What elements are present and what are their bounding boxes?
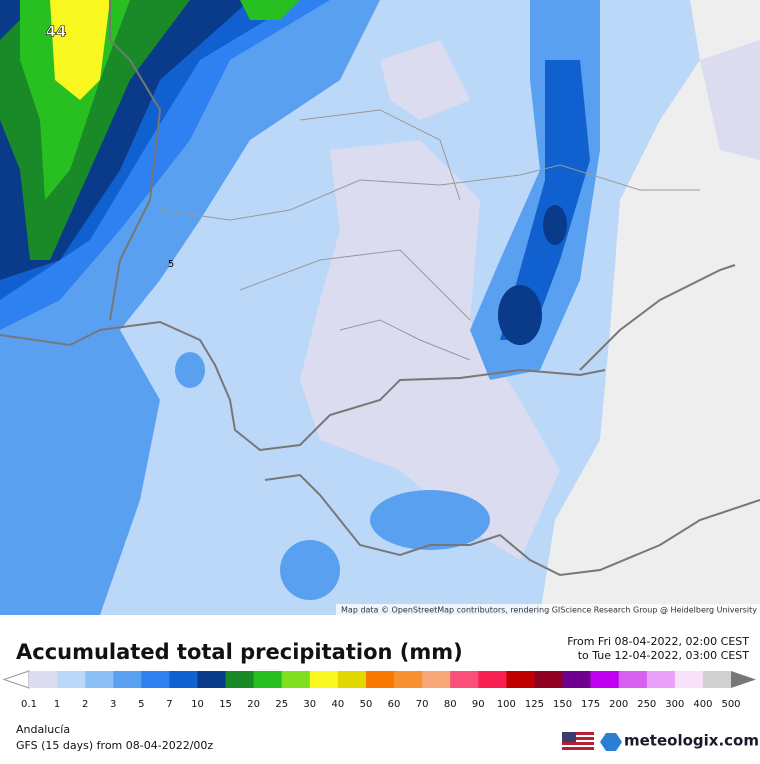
- legend-swatch: [534, 671, 564, 688]
- legend-swatch: [281, 671, 311, 688]
- legend-swatch: [141, 671, 170, 688]
- legend-label: 10: [191, 699, 204, 710]
- legend-swatch: [618, 671, 648, 688]
- legend-swatch: [365, 671, 395, 688]
- legend-swatch: [57, 671, 86, 688]
- legend-label: 25: [275, 699, 288, 710]
- legend-label: 50: [360, 699, 373, 710]
- legend: 0.1 1 2 3 5 7 10 15 20 25 30 40 50 60 70 80 90 100 125 150 1…: [2, 670, 756, 710]
- legend-swatch: [590, 671, 620, 688]
- map: 44 5 Map data © OpenStreetMap contributo…: [0, 0, 760, 615]
- contour-label: 5: [168, 259, 174, 270]
- legend-label: 30: [303, 699, 316, 710]
- legend-label: 80: [444, 699, 457, 710]
- legend-label: 175: [581, 699, 600, 710]
- legend-swatch: [478, 671, 507, 688]
- legend-label: 250: [637, 699, 656, 710]
- legend-label: 150: [553, 699, 572, 710]
- flag[interactable]: [562, 732, 594, 750]
- legend-label: 5: [138, 699, 144, 710]
- legend-swatch: [337, 671, 367, 688]
- legend-swatch: [646, 671, 676, 688]
- legend-swatch: [394, 671, 423, 688]
- title: Accumulated total precipitation (mm): [16, 640, 463, 664]
- legend-swatch: [29, 671, 58, 688]
- legend-swatch: [674, 671, 704, 688]
- legend-label: 400: [693, 699, 712, 710]
- legend-swatch: [309, 671, 339, 688]
- legend-swatch: [562, 671, 592, 688]
- legend-label: 1: [54, 699, 60, 710]
- legend-swatch: [85, 671, 114, 688]
- legend-label: 2: [82, 699, 88, 710]
- legend-label: 125: [525, 699, 544, 710]
- contour-label: 44: [46, 23, 67, 41]
- legend-label: 70: [416, 699, 429, 710]
- legend-swatch: [197, 671, 227, 688]
- legend-label: 200: [609, 699, 628, 710]
- attribution: Map data © OpenStreetMap contributors, r…: [341, 606, 757, 615]
- legend-swatch: [225, 671, 255, 688]
- legend-swatch: [253, 671, 283, 688]
- legend-swatch: [702, 671, 732, 688]
- time-from: From Fri 08-04-2022, 02:00 CEST: [567, 635, 749, 648]
- legend-label: 60: [388, 699, 401, 710]
- legend-label: 90: [472, 699, 485, 710]
- legend-label: 7: [166, 699, 172, 710]
- legend-label: 500: [721, 699, 740, 710]
- model-info: GFS (15 days) from 08-04-2022/00z: [16, 739, 213, 752]
- time-to: to Tue 12-04-2022, 03:00 CEST: [578, 649, 750, 662]
- legend-arrow: [731, 671, 756, 688]
- legend-swatch: [169, 671, 198, 688]
- legend-label: 15: [219, 699, 232, 710]
- legend-label: 100: [497, 699, 516, 710]
- legend-swatch: [422, 671, 451, 688]
- legend-label: 0.1: [21, 699, 37, 710]
- legend-label: 20: [247, 699, 260, 710]
- region: Andalucía: [16, 723, 70, 736]
- legend-arrow: [2, 670, 30, 689]
- legend-swatch: [450, 671, 479, 688]
- legend-swatch: [506, 671, 535, 688]
- brand[interactable]: meteologix.com: [624, 732, 759, 750]
- legend-swatch: [113, 671, 142, 688]
- logo-icon: [600, 733, 622, 751]
- legend-label: 300: [665, 699, 684, 710]
- legend-label: 40: [332, 699, 345, 710]
- legend-label: 3: [110, 699, 116, 710]
